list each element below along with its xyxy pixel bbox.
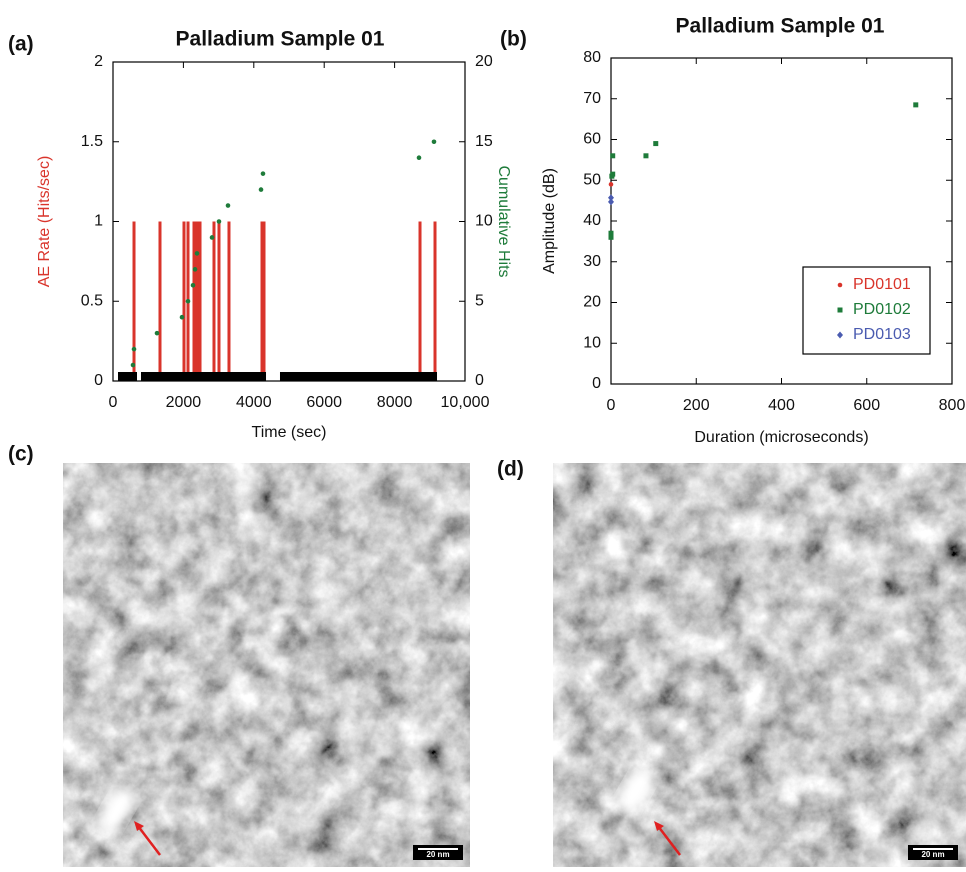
y2-tick-label: 15 [475,133,493,150]
x-tick-label: 10,000 [441,394,490,411]
point [190,283,196,288]
bar [182,221,186,381]
y-tick-label: 0.5 [81,292,103,309]
bar [433,221,437,381]
panel-label: (c) [8,443,34,466]
panel-label: (d) [497,458,524,481]
x-tick-label: 800 [939,397,966,414]
x-tick-label: 8000 [377,394,413,411]
y-tick-label: 60 [583,131,601,148]
point [154,330,160,336]
bar [194,221,198,381]
legend-box [802,266,931,355]
legend-marker [837,282,843,288]
x-tick-label: 4000 [236,394,272,411]
point [608,198,614,206]
y-tick-label: 50 [583,171,601,188]
bar [192,221,196,381]
scale-bar-label: 20 nm [426,850,449,859]
bar [227,221,231,381]
x-tick-label: 0 [109,394,118,411]
point [431,139,437,145]
idle-band [140,372,267,381]
bar [217,221,221,381]
y-tick-label: 0 [592,375,601,392]
image-c [63,463,470,867]
x-tick-label: 0 [607,397,616,414]
y-tick-label: 1 [94,213,103,230]
point [260,171,266,176]
bar [198,221,202,381]
y-tick-label: 10 [583,334,601,351]
point [225,203,231,208]
point [608,230,614,236]
panel-label: (b) [500,28,527,51]
legend-label: PD0101 [853,276,911,293]
y-tick-label: 30 [583,253,601,270]
bar [212,221,216,381]
legend-marker [837,331,843,339]
y-axis-label: Amplitude (dB) [541,168,558,274]
point [653,141,659,147]
y-tick-label: 80 [583,49,601,66]
x-tick-label: 2000 [166,394,202,411]
x-tick-label: 400 [768,397,795,414]
point [913,102,919,108]
bar [196,221,200,381]
point [608,194,614,202]
chart-title: Palladium Sample 01 [176,28,385,51]
y2-tick-label: 5 [475,292,484,309]
bar [262,221,266,381]
bar [132,221,136,381]
y2-tick-label: 0 [475,372,484,389]
point [216,219,222,224]
point [130,362,136,368]
y-tick-label: 40 [583,212,601,229]
y2-axis-label: Cumulative Hits [495,165,512,277]
bar [260,221,264,381]
y2-tick-label: 10 [475,213,493,230]
panel-label: (a) [8,33,34,56]
image-d [553,463,966,867]
legend-label: PD0103 [853,326,911,343]
point [608,182,614,187]
y-tick-label: 2 [94,53,103,70]
y-tick-label: 70 [583,90,601,107]
point [416,155,422,160]
legend-marker [837,307,843,313]
x-tick-label: 200 [683,397,710,414]
y-tick-label: 20 [583,294,601,311]
point [610,153,616,159]
legend-label: PD0102 [853,301,911,318]
bar [418,221,422,381]
point [131,346,137,352]
idle-band [279,372,438,381]
scale-bar-label: 20 nm [921,850,944,859]
chart-title: Palladium Sample 01 [676,15,885,38]
x-axis-label: Duration (microseconds) [694,429,868,446]
x-axis-label: Time (sec) [252,424,327,441]
point [643,153,649,159]
point [608,234,614,240]
point [209,235,215,240]
y-tick-label: 1.5 [81,133,103,150]
y2-tick-label: 20 [475,53,493,70]
plot-frame [112,61,466,382]
y-tick-label: 0 [94,372,103,389]
point [610,171,616,177]
x-tick-label: 6000 [306,394,342,411]
y-axis-label: AE Rate (Hits/sec) [36,156,53,288]
idle-band [117,372,138,381]
point [185,298,191,304]
point [258,187,264,192]
point [192,267,198,272]
x-tick-label: 600 [853,397,880,414]
point [194,251,200,256]
bar [158,221,162,381]
point [179,314,185,320]
